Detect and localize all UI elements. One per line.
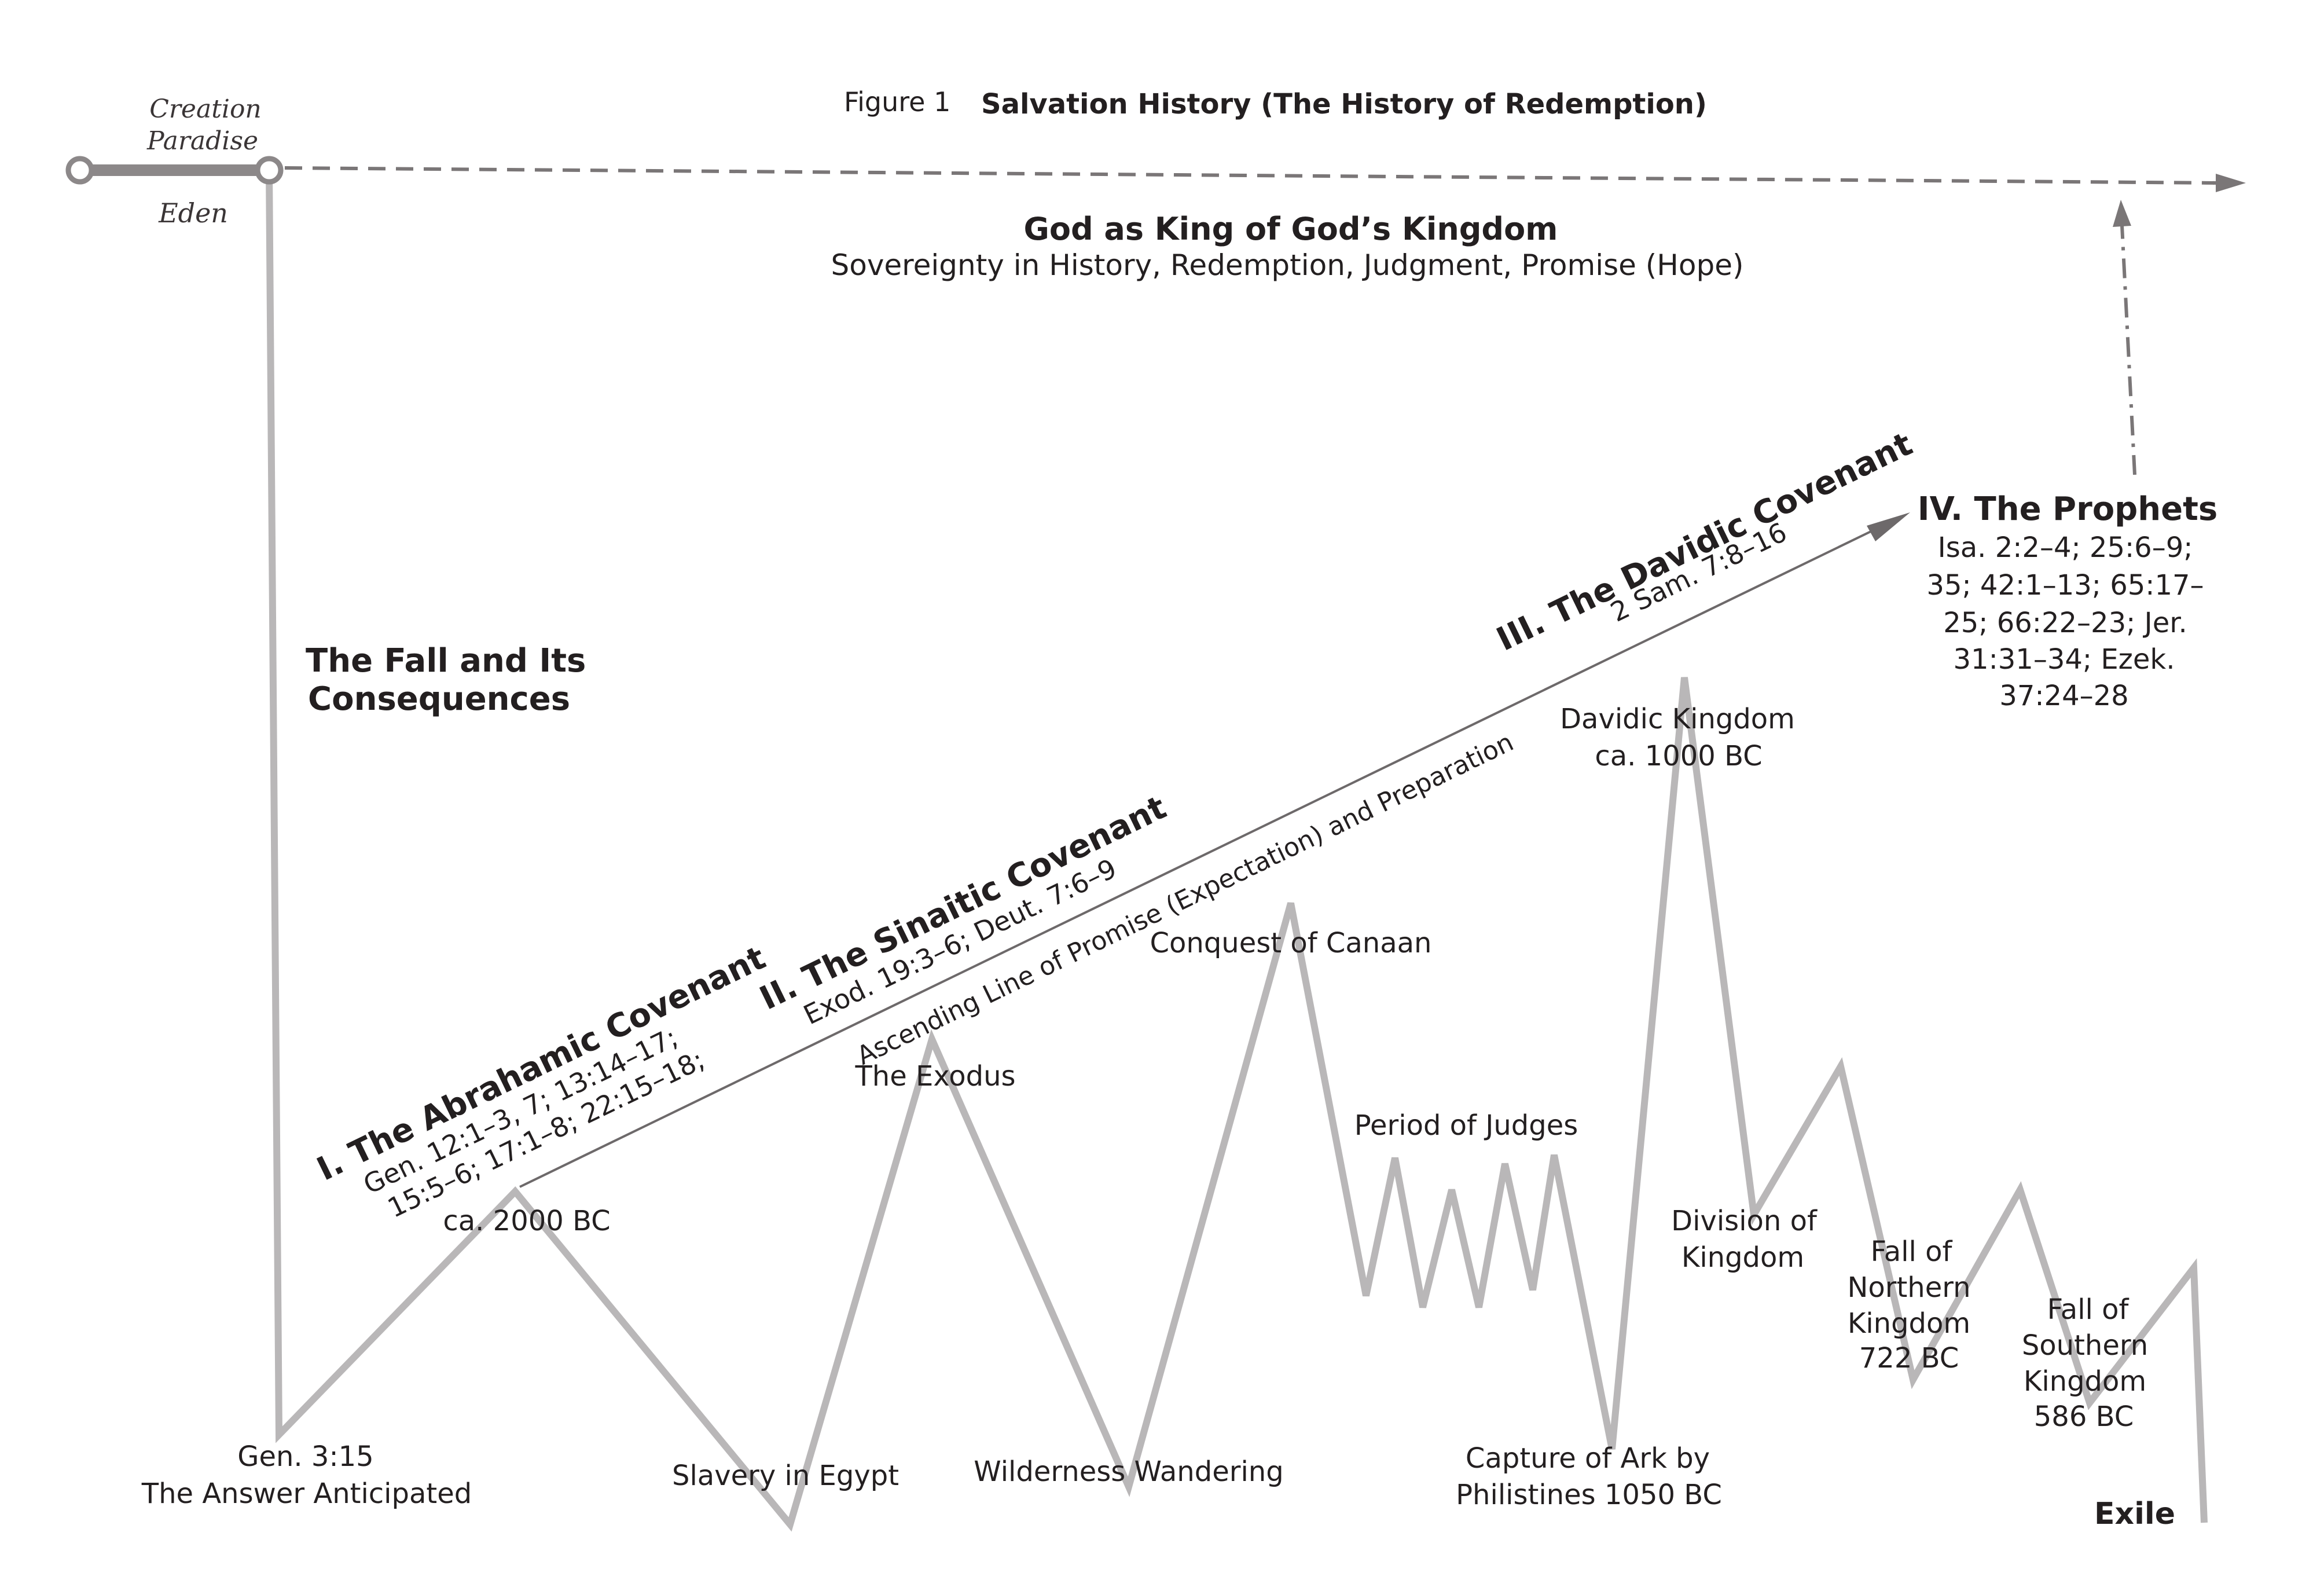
capture-label-2: Philistines 1050 BC xyxy=(1456,1479,1722,1511)
ascending-line xyxy=(519,521,1890,1188)
fall-northern-label-1: Fall of xyxy=(1871,1236,1953,1268)
eden-label: Eden xyxy=(158,197,228,229)
fall-southern-label-1: Fall of xyxy=(2047,1293,2130,1326)
fall-northern-label-3: Kingdom xyxy=(1848,1307,1970,1340)
davidic-kingdom-label-2: ca. 1000 BC xyxy=(1595,740,1762,772)
kingdom-dashed-line xyxy=(284,166,2217,185)
prophets-refs-3: 25; 66:22–23; Jer. xyxy=(1943,607,2187,639)
davidic-title: III. The Davidic Covenant xyxy=(1491,425,1918,658)
fall-southern-label-2: Southern xyxy=(2022,1329,2148,1362)
kingdom-subheading: Sovereignty in History, Redemption, Judg… xyxy=(831,248,1743,282)
prophets-refs-5: 37:24–28 xyxy=(1999,680,2128,712)
eden-end-node xyxy=(255,156,284,185)
judges-label: Period of Judges xyxy=(1354,1109,1578,1142)
creation-label: Creation xyxy=(149,94,262,124)
exodus-label: The Exodus xyxy=(854,1060,1015,1093)
prophets-arrowhead xyxy=(2113,200,2131,227)
fall-label-line2: Consequences xyxy=(308,680,570,718)
fall-southern-label-3: Kingdom xyxy=(2024,1365,2146,1398)
division-label-1: Division of xyxy=(1671,1205,1818,1237)
prophets-refs-2: 35; 42:1–13; 65:17– xyxy=(1926,569,2204,602)
eden-start-node xyxy=(65,156,94,185)
fall-label-line1: The Fall and Its xyxy=(306,642,586,680)
paradise-label: Paradise xyxy=(146,126,258,156)
abrahamic-date: ca. 2000 BC xyxy=(443,1205,610,1237)
davidic-kingdom-label-1: Davidic Kingdom xyxy=(1560,703,1795,735)
prophets-refs-1: Isa. 2:2–4; 25:6–9; xyxy=(1938,531,2193,564)
fall-northern-label-2: Northern xyxy=(1847,1271,1970,1304)
prophets-refs-4: 31:31–34; Ezek. xyxy=(1954,643,2175,676)
figure-number: Figure 1 xyxy=(844,86,950,118)
gen315-label: Gen. 3:15 xyxy=(237,1440,373,1473)
kingdom-arrowhead xyxy=(2216,174,2246,192)
history-zigzag-line xyxy=(266,170,2208,1532)
answer-anticipated-label: The Answer Anticipated xyxy=(141,1478,472,1510)
wilderness-label: Wilderness Wandering xyxy=(974,1456,1283,1488)
abrahamic-covenant: I. The Abrahamic Covenant Gen. 12:1–3, 7… xyxy=(311,939,772,1224)
exile-label: Exile xyxy=(2094,1497,2175,1531)
conquest-label: Conquest of Canaan xyxy=(1150,927,1432,959)
fall-northern-label-4: 722 BC xyxy=(1859,1342,1959,1374)
prophets-title: IV. The Prophets xyxy=(1918,490,2217,528)
division-label-2: Kingdom xyxy=(1681,1241,1804,1274)
sinaitic-title: II. The Sinaitic Covenant xyxy=(754,789,1172,1017)
prophets-dashdot-line xyxy=(2120,225,2136,475)
davidic-covenant: III. The Davidic Covenant 2 Sam. 7:8–16 xyxy=(1491,425,1918,658)
figure-title: Salvation History (The History of Redemp… xyxy=(981,88,1707,120)
capture-label-1: Capture of Ark by xyxy=(1466,1442,1710,1475)
ascending-arrowhead xyxy=(1867,512,1910,541)
slavery-label: Slavery in Egypt xyxy=(672,1460,899,1492)
fall-southern-label-4: 586 BC xyxy=(2034,1401,2134,1433)
kingdom-heading: God as King of God’s Kingdom xyxy=(1024,211,1558,247)
